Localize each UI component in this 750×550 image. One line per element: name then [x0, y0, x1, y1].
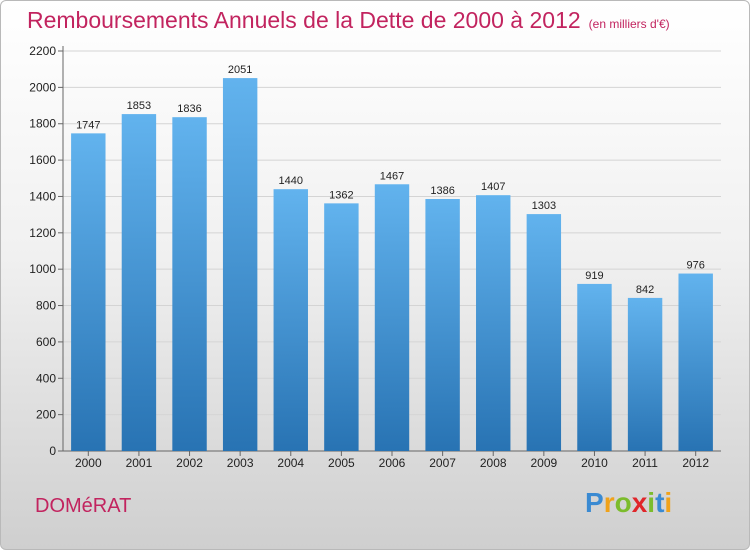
x-tick-label: 2005 [328, 456, 355, 470]
x-tick-label: 2003 [227, 456, 254, 470]
x-tick-label: 2004 [277, 456, 304, 470]
value-label: 1407 [481, 181, 505, 193]
bar [222, 78, 258, 451]
x-tick-label: 2001 [126, 456, 153, 470]
logo-letter: x [631, 487, 648, 518]
logo-letter: o [614, 487, 632, 518]
x-tick-label: 2007 [429, 456, 456, 470]
value-label: 1467 [380, 170, 404, 182]
axes: 0 200 400 600 800 1000 1200 1400 1600 1800 2000 220… [29, 44, 721, 458]
value-label: 1747 [76, 119, 100, 131]
labels: 1747 2000 1853 2001 1836 2002 2051 2003 1440 2004… [75, 64, 709, 470]
bar [476, 195, 511, 451]
value-label: 842 [636, 284, 654, 296]
x-tick-label: 2008 [480, 456, 507, 470]
x-tick-label: 2009 [530, 456, 557, 470]
y-tick-label: 1600 [29, 153, 56, 167]
value-label: 1836 [177, 103, 201, 115]
bar [526, 214, 562, 451]
bar [71, 133, 106, 451]
value-label: 1362 [329, 189, 353, 201]
logo-letter: t [655, 487, 665, 518]
value-label: 2051 [228, 64, 252, 76]
y-tick-label: 200 [36, 408, 56, 422]
value-label: 1440 [279, 175, 303, 187]
y-tick-label: 2000 [29, 80, 56, 94]
y-tick-label: 600 [36, 335, 56, 349]
chart-title: Remboursements Annuels de la Dette de 20… [27, 7, 670, 34]
bar [425, 199, 460, 451]
y-tick-label: 0 [49, 444, 56, 458]
bar [374, 184, 410, 452]
value-label: 1386 [430, 185, 454, 197]
y-tick-label: 1800 [29, 117, 56, 131]
bar [678, 273, 713, 451]
title-text: Remboursements Annuels de la Dette de 20… [27, 7, 581, 33]
x-tick-label: 2006 [379, 456, 406, 470]
logo-letter: r [603, 487, 615, 518]
value-label: 1303 [532, 200, 556, 212]
chart-subtitle: (en milliers d'€) [588, 17, 670, 31]
y-tick-label: 1200 [29, 226, 56, 240]
x-tick-label: 2000 [75, 456, 102, 470]
bar [324, 203, 359, 451]
x-tick-label: 2012 [682, 456, 709, 470]
bars [71, 78, 713, 452]
y-tick-label: 800 [36, 299, 56, 313]
bar [172, 117, 207, 451]
value-label: 919 [585, 270, 603, 282]
y-tick-label: 1400 [29, 189, 56, 203]
bar [121, 114, 157, 451]
y-tick-label: 400 [36, 371, 56, 385]
bar [627, 297, 663, 451]
x-tick-label: 2011 [632, 456, 658, 470]
logo-letter: i [664, 487, 673, 518]
logo-letter: P [585, 487, 604, 518]
bar [273, 189, 308, 451]
proxiti-logo[interactable]: Proxiti [585, 487, 672, 519]
value-label: 1853 [127, 100, 151, 112]
value-label: 976 [687, 260, 705, 272]
y-tick-label: 2200 [29, 44, 56, 58]
commune-name: DOMéRAT [35, 495, 132, 517]
x-tick-label: 2002 [176, 456, 203, 470]
logo-letter: i [647, 487, 656, 518]
bar [577, 283, 612, 451]
x-tick-label: 2010 [581, 456, 608, 470]
y-tick-label: 1000 [29, 262, 56, 276]
